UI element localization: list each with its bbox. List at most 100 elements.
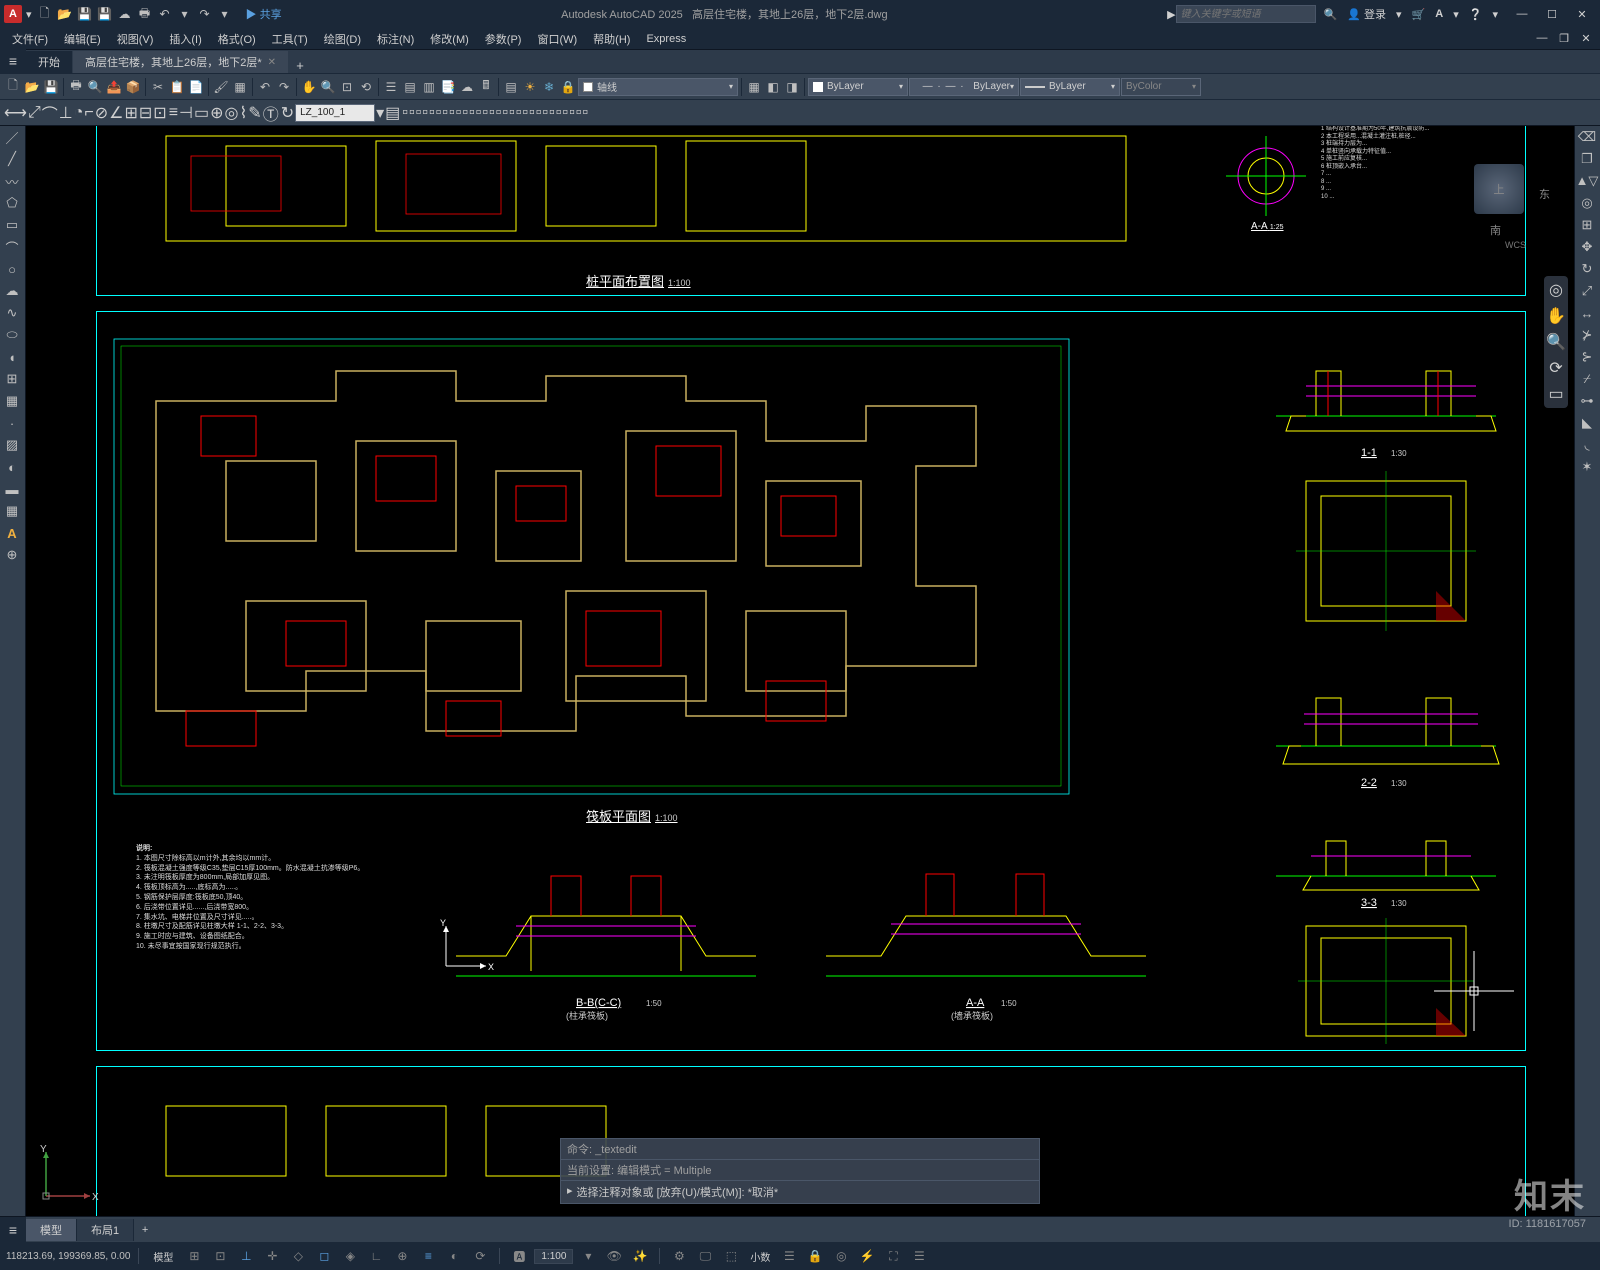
misc-tool-icon[interactable]: ▫ xyxy=(576,104,582,122)
monitor-icon[interactable]: 🖵 xyxy=(694,1246,716,1266)
tb-save-icon[interactable]: 💾 xyxy=(42,78,60,96)
plotstyle-combo[interactable]: ByColor ▾ xyxy=(1121,78,1201,96)
tb-zoom-rt-icon[interactable]: 🔍 xyxy=(319,78,337,96)
dim-base-icon[interactable]: ⊟ xyxy=(139,103,152,123)
hardware-icon[interactable]: ⚡ xyxy=(856,1246,878,1266)
dim-radius-icon[interactable]: ◔ xyxy=(74,104,84,122)
dimtedit-icon[interactable]: Ⓣ xyxy=(263,101,279,125)
snap-toggle-icon[interactable]: ⊡ xyxy=(209,1246,231,1266)
spline-tool-icon[interactable]: ∿ xyxy=(0,302,24,324)
cleanscreen-icon[interactable]: ⛶ xyxy=(882,1246,904,1266)
tb-undo-icon[interactable]: ↶ xyxy=(256,78,274,96)
workspace-icon[interactable]: ⚙ xyxy=(668,1246,690,1266)
tb-layiso-icon[interactable]: ◧ xyxy=(764,78,782,96)
break-tool-icon[interactable]: ⌿ xyxy=(1575,368,1599,390)
transparency-icon[interactable]: ◐ xyxy=(443,1246,465,1266)
inspect-icon[interactable]: ◎ xyxy=(225,103,239,123)
tb-cut-icon[interactable]: ✂ xyxy=(149,78,167,96)
tb-new-icon[interactable]: 🗋 xyxy=(4,78,22,96)
dim-aligned-icon[interactable]: ⤢ xyxy=(28,104,41,122)
tb-block-icon[interactable]: ▦ xyxy=(231,78,249,96)
tb-dc-icon[interactable]: ▤ xyxy=(401,78,419,96)
dim-dia-icon[interactable]: ⊘ xyxy=(95,103,108,123)
menu-window[interactable]: 窗口(W) xyxy=(529,31,585,47)
tol-icon[interactable]: ▭ xyxy=(194,103,209,123)
login-drop-icon[interactable]: ▾ xyxy=(1396,8,1402,21)
saveas-icon[interactable]: 💾 xyxy=(96,5,114,23)
misc-tool-icon[interactable]: ▫ xyxy=(402,104,408,122)
new-tab-button[interactable]: + xyxy=(289,58,311,73)
explode-tool-icon[interactable]: ✶ xyxy=(1575,456,1599,478)
drawing-canvas[interactable]: for(let i=0;i<38;i++){let x=120+i*27;doc… xyxy=(26,126,1574,1216)
tb-layer-mgr-icon[interactable]: ▤ xyxy=(502,78,520,96)
viewcube-wcs[interactable]: WCS xyxy=(1505,240,1526,250)
3dosnap-toggle-icon[interactable]: ◈ xyxy=(339,1246,361,1266)
dim-cont-icon[interactable]: ⊡ xyxy=(153,103,166,123)
tb-calc-icon[interactable]: 🖩 xyxy=(477,78,495,96)
tb-markup-icon[interactable]: ☁ xyxy=(458,78,476,96)
revcloud-tool-icon[interactable]: ☁ xyxy=(0,280,24,302)
tb-open-icon[interactable]: 📂 xyxy=(23,78,41,96)
erase-tool-icon[interactable]: ⌫ xyxy=(1575,126,1599,148)
dim-linear-icon[interactable]: ⟷ xyxy=(4,103,27,123)
misc-tool-icon[interactable]: ▫ xyxy=(456,104,462,122)
viewcube-east[interactable]: 东 xyxy=(1539,186,1550,202)
dim-quick-icon[interactable]: ⊞ xyxy=(124,103,137,123)
extend-tool-icon[interactable]: ⊱ xyxy=(1575,346,1599,368)
undo-drop-icon[interactable]: ▾ xyxy=(176,5,194,23)
iso-toggle-icon[interactable]: ◇ xyxy=(287,1246,309,1266)
menu-dimension[interactable]: 标注(N) xyxy=(369,31,422,47)
color-combo[interactable]: ByLayer ▾ xyxy=(808,78,908,96)
tb-props-icon[interactable]: ☰ xyxy=(382,78,400,96)
tb-3ddwf-icon[interactable]: 📦 xyxy=(124,78,142,96)
units-icon[interactable]: ⬚ xyxy=(720,1246,742,1266)
arc-tool-icon[interactable]: ⌒ xyxy=(0,236,24,258)
orbit-nav-icon[interactable]: ⟳ xyxy=(1549,358,1562,378)
tb-publish-icon[interactable]: 📤 xyxy=(105,78,123,96)
menu-file[interactable]: 文件(F) xyxy=(4,31,56,47)
tb-ssm-icon[interactable]: 📑 xyxy=(439,78,457,96)
login-button[interactable]: 👤 登录 xyxy=(1347,6,1386,22)
app-exchange-icon[interactable]: A xyxy=(1435,8,1443,20)
gradient-tool-icon[interactable]: ◐ xyxy=(0,456,24,478)
layout-menu-icon[interactable]: ≡ xyxy=(0,1217,26,1242)
misc-tool-icon[interactable]: ▫ xyxy=(489,104,495,122)
misc-tool-icon[interactable]: ▫ xyxy=(429,104,435,122)
joglin-icon[interactable]: ⌇ xyxy=(239,103,247,123)
isolate-icon[interactable]: ◎ xyxy=(830,1246,852,1266)
file-tab-menu-icon[interactable]: ≡ xyxy=(0,49,26,73)
misc-tool-icon[interactable]: ▫ xyxy=(422,104,428,122)
tb-zoom-prev-icon[interactable]: ⟲ xyxy=(357,78,375,96)
mirror-tool-icon[interactable]: ▲▽ xyxy=(1575,170,1599,192)
share-button[interactable]: ▶ 共享 xyxy=(246,6,282,22)
dyn-toggle-icon[interactable]: ⊕ xyxy=(391,1246,413,1266)
tb-lock-icon[interactable]: 🔒 xyxy=(559,78,577,96)
misc-tool-icon[interactable]: ▫ xyxy=(582,104,588,122)
xline-tool-icon[interactable]: ╱ xyxy=(0,148,24,170)
block-tool-icon[interactable]: ▦ xyxy=(0,390,24,412)
stretch-tool-icon[interactable]: ↔ xyxy=(1575,302,1599,324)
steering-wheel-icon[interactable]: ◎ xyxy=(1549,280,1563,300)
menu-insert[interactable]: 插入(I) xyxy=(161,31,209,47)
move-tool-icon[interactable]: ✥ xyxy=(1575,236,1599,258)
tb-plot-icon[interactable]: 🖶 xyxy=(67,78,85,96)
viewcube-face[interactable]: 上 xyxy=(1474,164,1524,214)
cart-icon[interactable]: 🛒 xyxy=(1412,8,1426,21)
insert-tool-icon[interactable]: ⊞ xyxy=(0,368,24,390)
menu-modify[interactable]: 修改(M) xyxy=(422,31,477,47)
redo-drop-icon[interactable]: ▾ xyxy=(216,5,234,23)
dimedit-icon[interactable]: ✎ xyxy=(248,103,261,123)
center-icon[interactable]: ⊕ xyxy=(210,103,223,123)
pline-tool-icon[interactable]: 〰 xyxy=(0,170,24,192)
tb-paste-icon[interactable]: 📄 xyxy=(187,78,205,96)
misc-tool-icon[interactable]: ▫ xyxy=(462,104,468,122)
array-tool-icon[interactable]: ⊞ xyxy=(1575,214,1599,236)
dimstyle-drop-icon[interactable]: ▾ xyxy=(376,103,384,123)
new-icon[interactable]: 🗋 xyxy=(36,5,54,23)
menu-edit[interactable]: 编辑(E) xyxy=(56,31,109,47)
misc-tool-icon[interactable]: ▫ xyxy=(436,104,442,122)
misc-tool-icon[interactable]: ▫ xyxy=(469,104,475,122)
zoom-nav-icon[interactable]: 🔍 xyxy=(1546,332,1566,352)
polygon-tool-icon[interactable]: ⬠ xyxy=(0,192,24,214)
fillet-tool-icon[interactable]: ◟ xyxy=(1575,434,1599,456)
